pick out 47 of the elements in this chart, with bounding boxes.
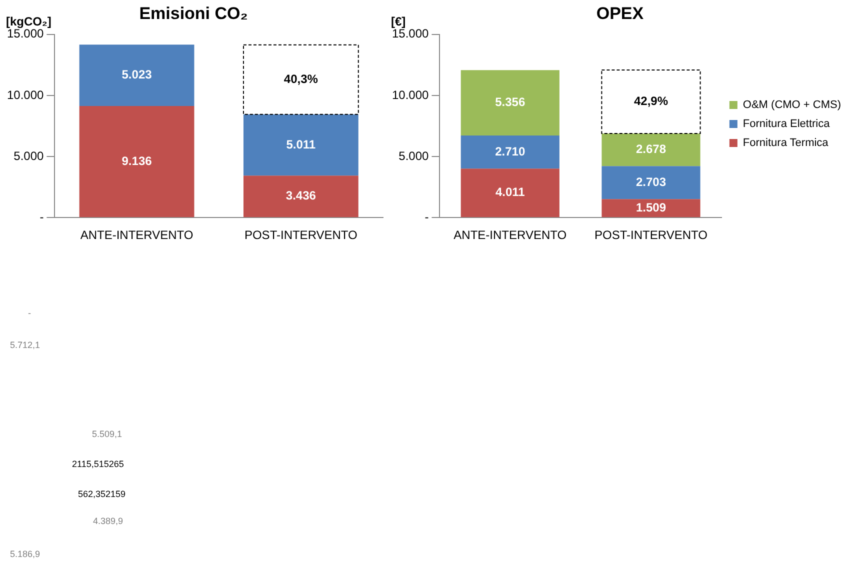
- text: 5.712,1: [10, 340, 40, 350]
- bar: [602, 166, 700, 200]
- bar: [243, 114, 358, 176]
- x-tick-label: ANTE-INTERVENTO: [80, 228, 194, 242]
- bar: [79, 106, 194, 218]
- y-tick-label: 5.000: [398, 148, 430, 163]
- y-axis-title: [€]: [391, 14, 406, 29]
- y-axis-title: [kgCO₂]: [6, 14, 52, 29]
- data-label: 2.703: [636, 174, 666, 189]
- data-label: 2.678: [636, 142, 666, 156]
- bar: [460, 136, 560, 169]
- bar: [602, 199, 700, 218]
- y-tick-label: 5.000: [14, 148, 44, 163]
- data-label: 9.136: [122, 154, 152, 168]
- data-label: 4.011: [495, 185, 526, 200]
- annotation: 40,3%: [284, 72, 318, 86]
- text: 2115,515265: [72, 459, 124, 469]
- bar: [79, 44, 194, 106]
- data-label: 5.023: [122, 68, 152, 82]
- x-tick-label: POST-INTERVENTO: [244, 228, 358, 242]
- text: 4.389,9: [93, 516, 124, 526]
- bar: [460, 70, 560, 136]
- bar: [602, 133, 700, 166]
- text: 5.186,9: [10, 549, 40, 559]
- y-tick-label: -: [40, 210, 44, 224]
- y-tick-label: -: [424, 210, 429, 224]
- text: 562,352159: [78, 489, 126, 499]
- data-label: 1.509: [636, 200, 666, 214]
- bar: [243, 176, 358, 218]
- x-tick-label: ANTE-INTERVENTO: [454, 228, 567, 242]
- data-label: 2.710: [495, 144, 526, 158]
- data-label: 3.436: [286, 188, 316, 203]
- data-label: 5.011: [286, 137, 316, 152]
- data-label: 5.356: [495, 95, 526, 110]
- y-tick-label: 15.000: [7, 26, 44, 41]
- bar: [460, 168, 560, 218]
- x-tick-label: POST-INTERVENTO: [594, 228, 708, 242]
- legend-label: Fornitura Elettrica: [742, 118, 831, 130]
- legend-label: Fornitura Termica: [742, 137, 830, 150]
- chart-title: OPEX: [596, 4, 644, 23]
- legend-label: O&M (CMO + CMS): [742, 99, 842, 112]
- chart-title: Emisioni CO₂: [139, 4, 248, 23]
- y-tick-label: 10.000: [392, 88, 430, 102]
- text: 5.509,1: [92, 429, 122, 439]
- y-tick-label: 10.000: [7, 88, 44, 102]
- y-tick-label: 15.000: [392, 26, 430, 41]
- annotation: 42,9%: [634, 94, 668, 108]
